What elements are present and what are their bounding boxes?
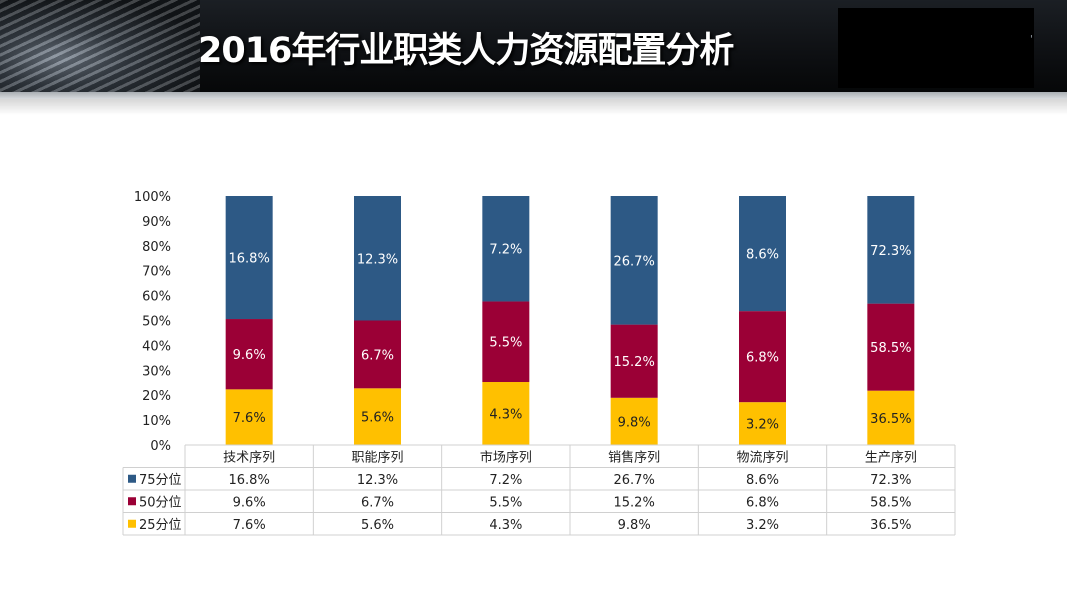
- table-cell: 5.6%: [361, 518, 394, 533]
- table-cell: 6.7%: [361, 495, 394, 510]
- bar-segment: [610, 397, 658, 445]
- data-label: 6.7%: [361, 348, 394, 363]
- data-label: 6.8%: [746, 351, 779, 366]
- header-dark-panel: [838, 8, 1034, 88]
- data-label: 4.3%: [489, 408, 522, 423]
- data-label: 5.5%: [489, 336, 522, 351]
- bar-segment: [354, 196, 401, 321]
- table-cell: 12.3%: [357, 473, 398, 488]
- y-tick-label: 40%: [142, 339, 171, 354]
- table-cell: 16.8%: [229, 473, 270, 488]
- x-category-label: 物流序列: [736, 450, 788, 465]
- bar-segment: [610, 196, 658, 325]
- y-tick-label: 100%: [134, 190, 171, 205]
- header-mark: ': [1030, 34, 1033, 45]
- data-label: 12.3%: [357, 252, 398, 267]
- y-tick-label: 80%: [142, 240, 171, 255]
- bar-segment: [225, 389, 273, 445]
- bar-segment: [225, 196, 273, 320]
- table-cell: 7.2%: [489, 473, 522, 488]
- bar-segment: [739, 402, 786, 445]
- table-cell: 5.5%: [489, 495, 522, 510]
- data-label: 7.6%: [233, 411, 266, 426]
- table-cell: 72.3%: [870, 473, 911, 488]
- data-label: 8.6%: [746, 248, 779, 263]
- table-cell: 9.6%: [233, 495, 266, 510]
- header-shadow: [0, 99, 1067, 115]
- gear-teeth-decoration: [0, 0, 200, 96]
- gear-image: [0, 0, 200, 96]
- data-label: 26.7%: [614, 254, 655, 269]
- table-cell: 58.5%: [870, 495, 911, 510]
- table-cell: 15.2%: [614, 495, 655, 510]
- bar-segment: [225, 319, 273, 390]
- x-category-label: 技术序列: [223, 450, 275, 465]
- data-label: 36.5%: [870, 412, 911, 427]
- legend-label: 25分位: [139, 518, 182, 533]
- table-cell: 36.5%: [870, 518, 911, 533]
- table-cell: 6.8%: [746, 495, 779, 510]
- bar-segment: [482, 301, 530, 383]
- data-label: 3.2%: [746, 418, 779, 433]
- data-label: 9.8%: [618, 415, 651, 430]
- x-category-label: 职能序列: [351, 450, 403, 465]
- bar-segment: [482, 196, 530, 302]
- table-cell: 26.7%: [614, 473, 655, 488]
- data-label: 58.5%: [870, 341, 911, 356]
- y-tick-label: 0%: [150, 439, 171, 454]
- bar-segment: [739, 311, 786, 403]
- bar-segment: [867, 390, 915, 445]
- bar-segment: [867, 196, 915, 304]
- bar-segment: [739, 196, 786, 312]
- legend-swatch: [128, 519, 136, 528]
- table-cell: 7.6%: [233, 518, 266, 533]
- y-tick-label: 30%: [142, 364, 171, 379]
- y-tick-label: 60%: [142, 290, 171, 305]
- data-label: 7.2%: [489, 243, 522, 258]
- x-category-label: 市场序列: [480, 449, 532, 465]
- data-label: 5.6%: [361, 411, 394, 426]
- bar-segment: [482, 382, 530, 445]
- data-label: 16.8%: [229, 252, 270, 267]
- bar-segment: [610, 324, 658, 398]
- bar-segment: [354, 388, 401, 445]
- table-cell: 8.6%: [746, 473, 779, 488]
- legend-label: 50分位: [139, 495, 182, 510]
- x-category-label: 销售序列: [608, 449, 660, 465]
- legend-label: 75分位: [139, 473, 182, 488]
- data-label: 15.2%: [614, 355, 655, 370]
- y-tick-label: 20%: [142, 389, 171, 404]
- y-tick-label: 70%: [142, 265, 171, 280]
- y-tick-label: 50%: [142, 315, 171, 330]
- table-cell: 3.2%: [746, 518, 779, 533]
- table-cell: 4.3%: [489, 518, 522, 533]
- data-label: 9.6%: [233, 348, 266, 363]
- y-tick-label: 10%: [142, 414, 171, 429]
- data-label: 72.3%: [870, 244, 911, 259]
- bar-segment: [867, 303, 915, 391]
- y-tick-label: 90%: [142, 215, 171, 230]
- legend-swatch: [128, 497, 136, 506]
- legend-swatch: [128, 474, 136, 483]
- table-cell: 9.8%: [618, 518, 651, 533]
- bar-segment: [354, 320, 401, 389]
- header-divider: [0, 92, 1067, 99]
- page-title: 2016年行业职类人力资源配置分析: [198, 31, 734, 71]
- header-banner: ' 2016年行业职类人力资源配置分析: [0, 0, 1067, 96]
- x-category-label: 生产序列: [865, 450, 917, 465]
